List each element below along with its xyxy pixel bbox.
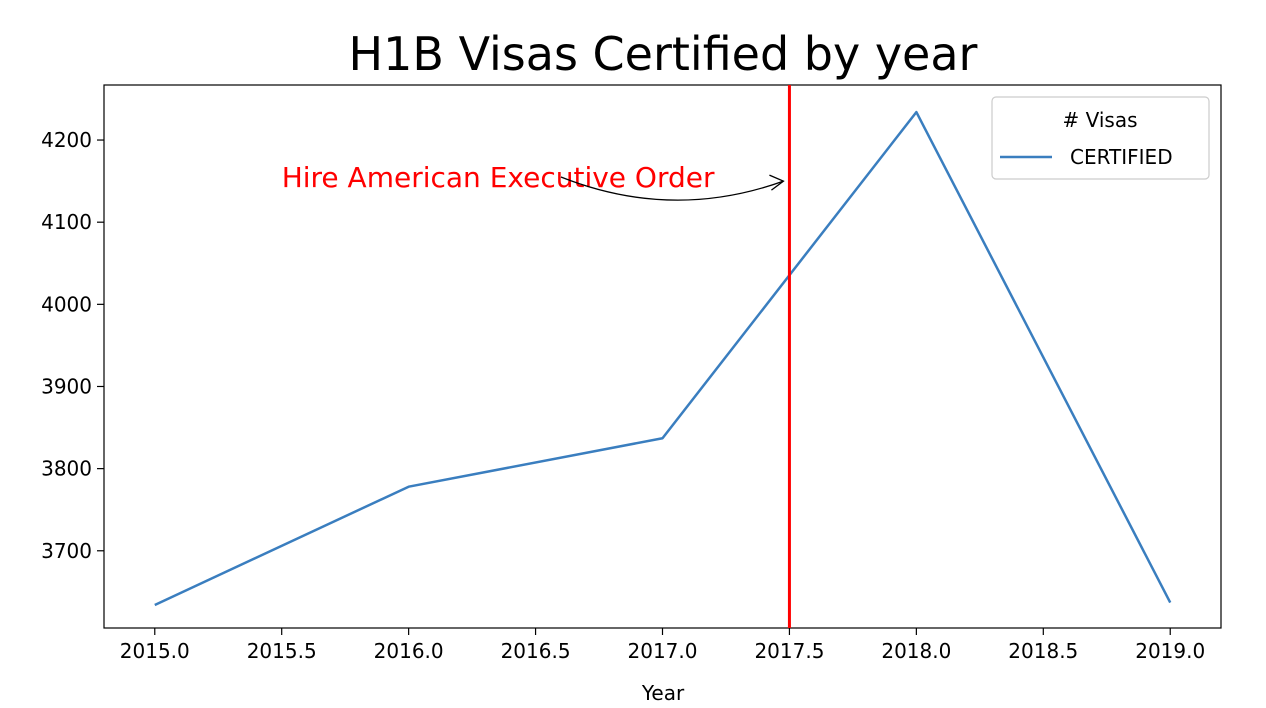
annotation-arrowhead [769,174,785,191]
x-tick-label: 2017.5 [754,639,824,663]
legend-box [991,96,1210,180]
legend-label-certified: CERTIFIED [1070,145,1173,169]
y-tick-label: 4200 [41,128,92,152]
x-axis-label: Year [641,681,685,705]
y-tick-label: 3900 [41,374,92,398]
annotation-arrow [560,176,784,201]
x-tick-label: 2015.5 [247,639,317,663]
y-tick-label: 4100 [41,210,92,234]
y-tick-label: 3800 [41,457,92,481]
chart-title: H1B Visas Certified by year [349,27,978,81]
legend: # Visas CERTIFIED [991,96,1210,180]
x-tick-label: 2015.0 [120,639,190,663]
x-tick-label: 2019.0 [1135,639,1205,663]
x-tick-label: 2018.5 [1008,639,1078,663]
x-tick-label: 2018.0 [881,639,951,663]
x-tick-label: 2016.0 [374,639,444,663]
annotation-text: Hire American Executive Order [282,161,715,194]
y-tick-label: 3700 [41,539,92,563]
y-tick-label: 4000 [41,292,92,316]
x-tick-label: 2017.0 [628,639,698,663]
plot-area: 2015.0 2015.5 2016.0 2016.5 2017.0 2017.5 2018… [41,84,1222,663]
x-tick-label: 2016.5 [501,639,571,663]
legend-title: # Visas [1062,108,1137,132]
